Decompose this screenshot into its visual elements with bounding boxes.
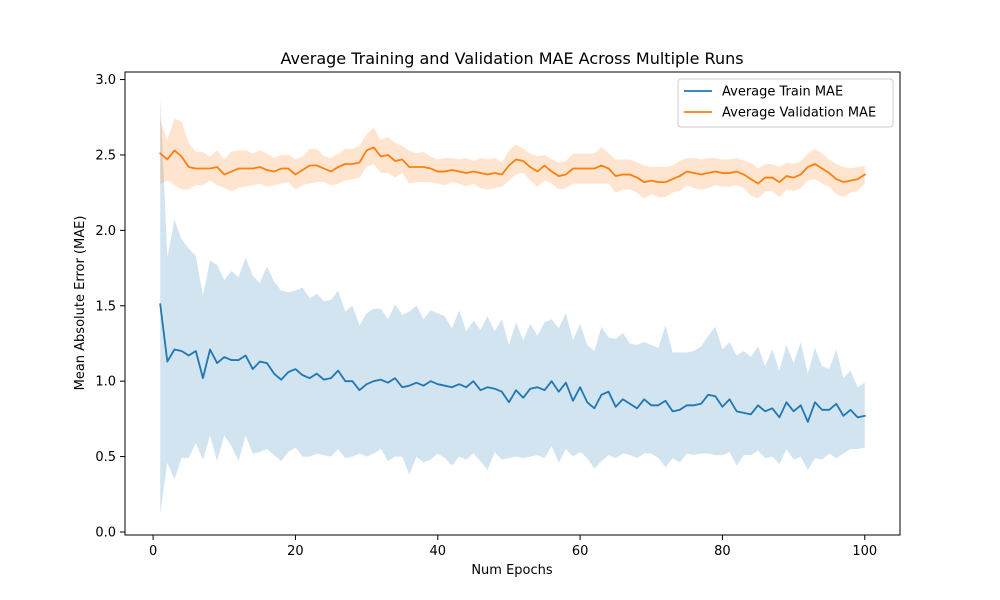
chart-title: Average Training and Validation MAE Acro…: [280, 49, 743, 68]
x-tick-label: 40: [430, 544, 447, 559]
legend: Average Train MAE Average Validation MAE: [677, 78, 894, 128]
x-axis: 0 20 40 60 80 100: [149, 535, 877, 559]
y-tick-label: 0.0: [95, 525, 116, 540]
average-validation-mae-legend-label: Average Validation MAE: [722, 106, 876, 121]
average-train-mae-band: [160, 97, 865, 514]
y-axis: 0.0 0.5 1.0 1.5 2.0 2.5 3.0: [95, 73, 125, 540]
average-validation-mae-line: [158, 146, 867, 185]
average-validation-mae-band: [160, 118, 865, 199]
y-tick-label: 3.0: [95, 73, 116, 88]
average-train-mae-line: [159, 303, 866, 423]
x-axis-label: Num Epochs: [471, 563, 553, 578]
x-tick-label: 80: [714, 544, 731, 559]
y-tick-label: 0.5: [95, 450, 116, 465]
y-tick-label: 2.0: [95, 224, 116, 239]
x-tick-label: 100: [852, 544, 877, 559]
y-tick-label: 2.5: [95, 148, 116, 163]
average-train-mae-legend-label: Average Train MAE: [722, 85, 843, 100]
plot-area: [124, 71, 901, 536]
y-axis-label: Mean Absolute Error (MAE): [73, 216, 88, 391]
legend-box: [677, 78, 894, 128]
x-tick-label: 0: [149, 544, 157, 559]
x-tick-label: 20: [287, 544, 304, 559]
y-tick-label: 1.5: [95, 299, 116, 314]
plot-frame: [124, 71, 901, 536]
y-tick-label: 1.0: [95, 375, 116, 390]
x-tick-label: 60: [572, 544, 589, 559]
